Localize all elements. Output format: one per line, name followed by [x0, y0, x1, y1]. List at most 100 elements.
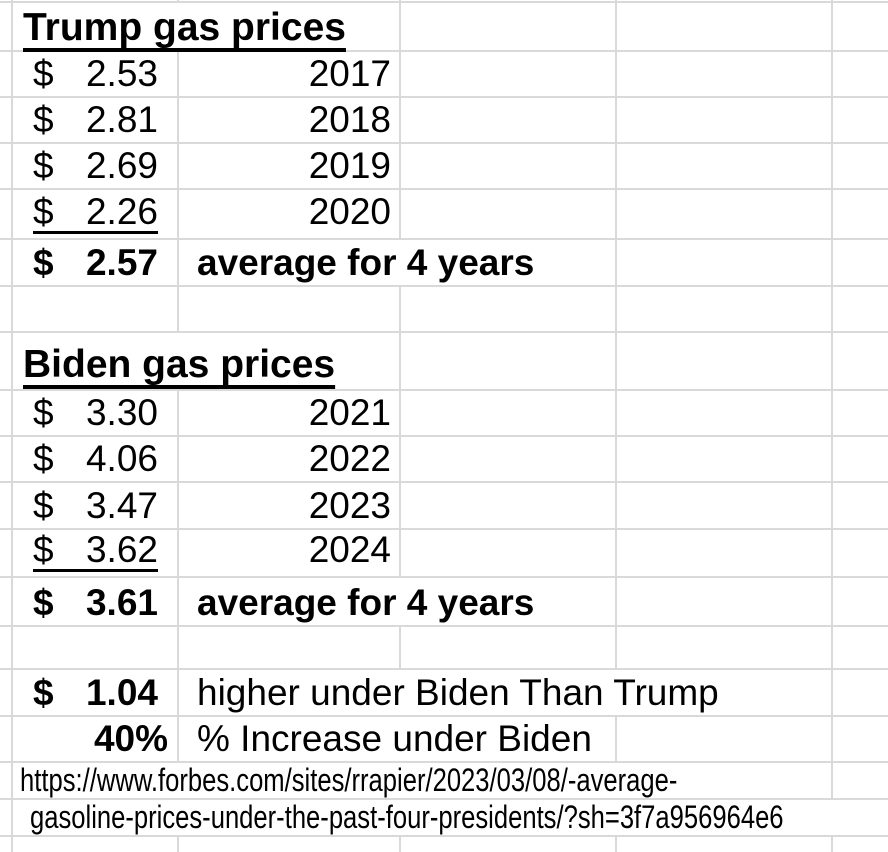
cell[interactable]: [13, 837, 179, 852]
cell[interactable]: [617, 763, 833, 798]
cell[interactable]: [0, 144, 13, 188]
cell[interactable]: [0, 190, 13, 238]
cell[interactable]: [401, 437, 617, 481]
cell[interactable]: [401, 287, 617, 331]
cell[interactable]: [179, 3, 401, 50]
cell[interactable]: [401, 190, 617, 238]
year-cell[interactable]: 2018: [179, 98, 401, 142]
cell[interactable]: [833, 0, 888, 1]
cell[interactable]: [617, 144, 833, 188]
cell[interactable]: [401, 0, 617, 1]
year-cell[interactable]: 2024: [179, 530, 401, 576]
average-label-cell[interactable]: average for 4 years: [179, 578, 534, 625]
cell[interactable]: [0, 287, 13, 331]
cell[interactable]: [401, 391, 617, 435]
cell[interactable]: [0, 800, 13, 835]
cell[interactable]: [833, 717, 888, 761]
cell[interactable]: [0, 3, 13, 50]
cell[interactable]: [401, 240, 617, 285]
cell[interactable]: [617, 287, 833, 331]
cell[interactable]: [401, 670, 617, 715]
cell[interactable]: [179, 627, 401, 668]
cell[interactable]: [833, 3, 888, 50]
cell[interactable]: [0, 333, 13, 389]
year-cell[interactable]: 2023: [179, 483, 401, 528]
year-cell[interactable]: 2017: [179, 52, 401, 96]
cell[interactable]: [0, 98, 13, 142]
cell[interactable]: [401, 717, 617, 761]
cell[interactable]: [401, 578, 617, 625]
cell[interactable]: [401, 52, 617, 96]
price-cell[interactable]: $4.06: [13, 437, 179, 481]
cell[interactable]: [179, 837, 401, 852]
cell[interactable]: [0, 483, 13, 528]
percent-label-cell[interactable]: % Increase under Biden: [179, 717, 592, 761]
cell[interactable]: [617, 333, 833, 389]
cell[interactable]: [0, 837, 13, 852]
cell[interactable]: [617, 190, 833, 238]
cell[interactable]: [401, 627, 617, 668]
price-cell[interactable]: $2.26: [13, 190, 179, 238]
cell[interactable]: [13, 627, 179, 668]
cell[interactable]: [617, 530, 833, 576]
cell[interactable]: [833, 98, 888, 142]
cell[interactable]: [401, 483, 617, 528]
cell[interactable]: [0, 670, 13, 715]
cell[interactable]: [833, 52, 888, 96]
cell[interactable]: [0, 627, 13, 668]
cell[interactable]: [833, 391, 888, 435]
cell[interactable]: [617, 391, 833, 435]
cell[interactable]: [833, 670, 888, 715]
average-label-cell[interactable]: average for 4 years: [179, 240, 534, 285]
cell[interactable]: [401, 333, 617, 389]
cell[interactable]: [833, 144, 888, 188]
year-cell[interactable]: 2020: [179, 190, 401, 238]
price-cell[interactable]: $2.81: [13, 98, 179, 142]
cell[interactable]: [179, 287, 401, 331]
price-cell[interactable]: $2.53: [13, 52, 179, 96]
cell[interactable]: [617, 578, 833, 625]
cell[interactable]: [401, 837, 617, 852]
cell[interactable]: [617, 98, 833, 142]
cell[interactable]: [617, 240, 833, 285]
cell[interactable]: [833, 483, 888, 528]
year-cell[interactable]: 2021: [179, 391, 401, 435]
cell[interactable]: [0, 0, 13, 1]
cell[interactable]: [833, 190, 888, 238]
cell[interactable]: [617, 483, 833, 528]
cell[interactable]: [833, 530, 888, 576]
cell[interactable]: [617, 437, 833, 481]
cell[interactable]: [617, 3, 833, 50]
price-cell[interactable]: $3.30: [13, 391, 179, 435]
cell[interactable]: [0, 437, 13, 481]
trump-title-cell[interactable]: Trump gas prices: [13, 3, 346, 50]
cell[interactable]: [0, 717, 13, 761]
cell[interactable]: [401, 98, 617, 142]
cell[interactable]: [617, 627, 833, 668]
cell[interactable]: [179, 0, 401, 1]
biden-title-cell[interactable]: Biden gas prices: [13, 333, 335, 389]
source-url-line1[interactable]: https://www.forbes.com/sites/rrapier/202…: [20, 762, 678, 799]
cell[interactable]: [0, 391, 13, 435]
percent-cell[interactable]: 40%: [13, 717, 179, 761]
difference-price-cell[interactable]: $1.04: [13, 670, 179, 715]
cell[interactable]: [179, 333, 401, 389]
year-cell[interactable]: 2022: [179, 437, 401, 481]
cell[interactable]: [833, 240, 888, 285]
cell[interactable]: [617, 52, 833, 96]
cell[interactable]: [617, 717, 833, 761]
cell[interactable]: [833, 437, 888, 481]
cell[interactable]: [833, 763, 888, 798]
price-cell[interactable]: $3.62: [13, 530, 179, 576]
difference-label-cell[interactable]: higher under Biden Than Trump: [179, 670, 719, 715]
cell[interactable]: [617, 0, 833, 1]
source-url-cell[interactable]: gasoline-prices-under-the-past-four-pres…: [13, 800, 784, 835]
average-price-cell[interactable]: $3.61: [13, 578, 179, 625]
cell[interactable]: [833, 800, 888, 835]
cell[interactable]: [13, 287, 179, 331]
cell[interactable]: [401, 3, 617, 50]
cell[interactable]: [833, 578, 888, 625]
price-cell[interactable]: $2.69: [13, 144, 179, 188]
source-url-line2[interactable]: gasoline-prices-under-the-past-four-pres…: [30, 799, 784, 836]
price-cell[interactable]: $3.47: [13, 483, 179, 528]
